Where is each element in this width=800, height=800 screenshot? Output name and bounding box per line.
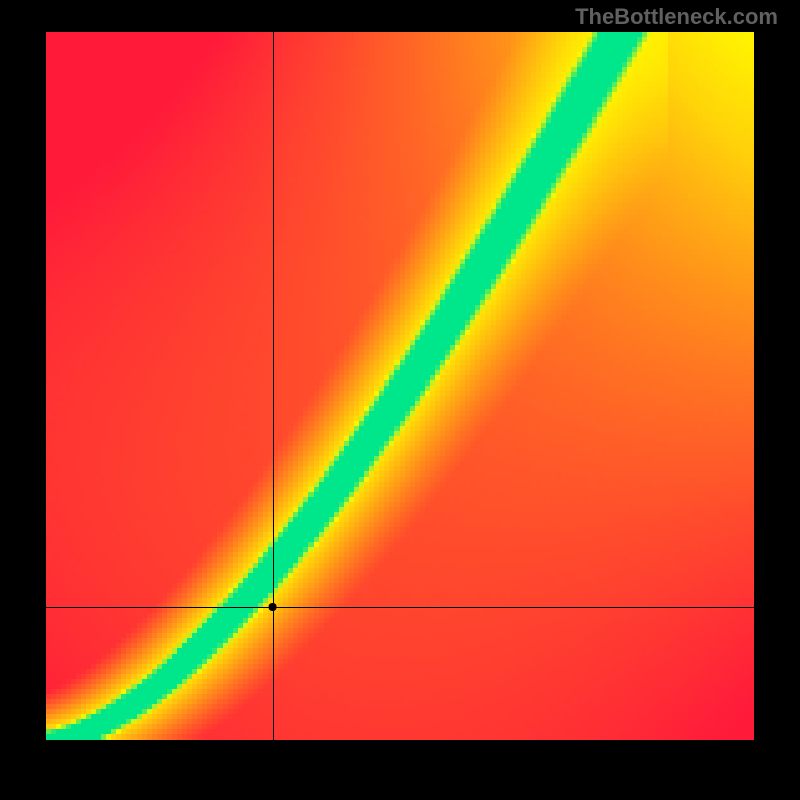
page-container: { "watermark": "TheBottleneck.com", "plo…: [0, 0, 800, 800]
bottleneck-heatmap: [46, 32, 754, 740]
heatmap-canvas: [46, 32, 754, 740]
watermark: TheBottleneck.com: [575, 4, 778, 30]
